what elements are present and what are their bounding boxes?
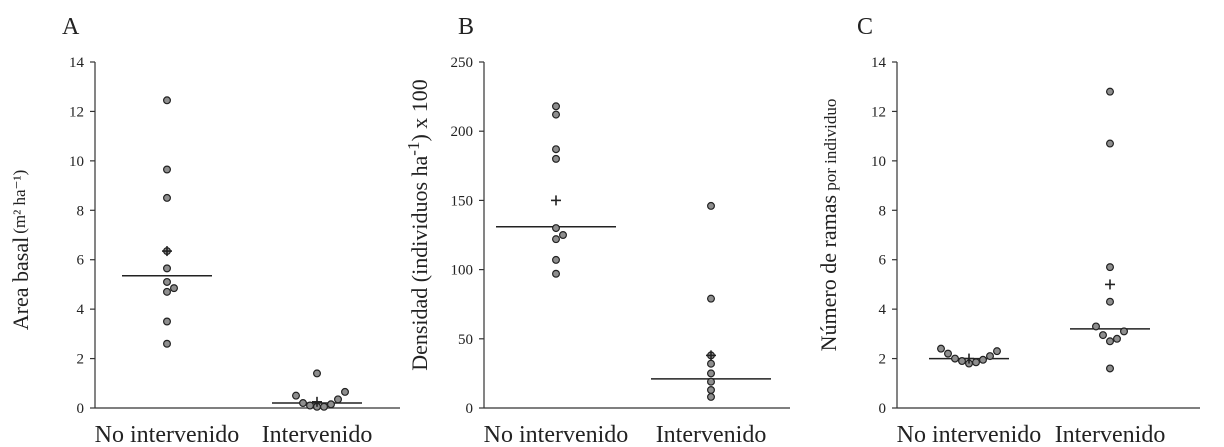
panel-label-c: C xyxy=(857,14,873,40)
data-point xyxy=(706,359,715,368)
data-point xyxy=(163,339,172,348)
data-point xyxy=(551,255,560,264)
y-tick-label: 4 xyxy=(879,302,887,318)
data-point xyxy=(936,344,945,353)
data-point xyxy=(706,386,715,395)
panel-label-a: A xyxy=(62,14,80,40)
data-point xyxy=(327,400,336,409)
data-point xyxy=(320,402,329,411)
data-point xyxy=(706,294,715,303)
data-point xyxy=(957,357,966,366)
data-point xyxy=(551,269,560,278)
data-point xyxy=(313,369,322,378)
data-point xyxy=(551,235,560,244)
x-category-label: No intervenido xyxy=(95,422,240,447)
y-tick-label: 250 xyxy=(451,55,474,71)
y-tick-label: 14 xyxy=(69,55,85,71)
data-point xyxy=(1098,331,1107,340)
data-point xyxy=(1105,297,1114,306)
y-tick-label: 12 xyxy=(871,104,886,120)
data-point xyxy=(551,102,560,111)
panel-c: C Número de ramas por individuo 0 2 4 6 8 10 1… xyxy=(816,14,1200,447)
data-point xyxy=(706,201,715,210)
y-axis-label-c: Número de ramas por individuo xyxy=(816,99,841,352)
y-tick-label: 200 xyxy=(451,124,474,140)
data-point xyxy=(1112,334,1121,343)
y-tick-label: 50 xyxy=(458,332,473,348)
y-tick-label: 0 xyxy=(77,401,85,417)
data-point xyxy=(1105,337,1114,346)
data-point xyxy=(551,145,560,154)
data-point xyxy=(985,352,994,361)
y-axis-label-a: Area basal(m² ha⁻¹) xyxy=(8,170,33,330)
data-point xyxy=(971,358,980,367)
y-tick-label: 14 xyxy=(871,55,887,71)
data-point xyxy=(706,377,715,386)
data-point xyxy=(558,231,567,240)
data-point xyxy=(551,224,560,233)
data-point xyxy=(551,154,560,163)
data-point xyxy=(706,369,715,378)
data-point xyxy=(1091,322,1100,331)
panel-label-b: B xyxy=(458,14,474,40)
data-point xyxy=(163,193,172,202)
y-tick-label: 8 xyxy=(879,203,887,219)
data-point xyxy=(292,391,301,400)
data-point xyxy=(306,401,315,410)
data-point xyxy=(299,399,308,408)
y-tick-label: 10 xyxy=(69,154,84,170)
data-point xyxy=(334,395,343,404)
y-tick-label: 2 xyxy=(879,352,887,368)
y-tick-label: 6 xyxy=(77,253,85,269)
data-point xyxy=(943,349,952,358)
y-tick-label: 150 xyxy=(451,193,474,209)
data-point xyxy=(170,284,179,293)
x-category-label: No intervenido xyxy=(484,422,629,447)
data-point xyxy=(163,287,172,296)
y-tick-label: 8 xyxy=(77,203,85,219)
data-point xyxy=(706,392,715,401)
y-tick-label: 0 xyxy=(466,401,474,417)
y-tick-label: 12 xyxy=(69,104,84,120)
y-tick-label: 2 xyxy=(77,352,85,368)
data-point xyxy=(1105,263,1114,272)
panel-a: A Area basal(m² ha⁻¹) 0 2 4 6 8 10 12 14 No inte… xyxy=(8,14,400,447)
data-point xyxy=(163,317,172,326)
y-tick-label: 100 xyxy=(451,263,474,279)
x-category-label: Intervenido xyxy=(262,422,373,447)
data-point xyxy=(1105,139,1114,148)
data-point xyxy=(992,347,1001,356)
data-point xyxy=(163,96,172,105)
data-point xyxy=(163,277,172,286)
data-point xyxy=(950,354,959,363)
x-category-label: No intervenido xyxy=(897,422,1042,447)
data-point xyxy=(163,264,172,273)
data-point xyxy=(1119,327,1128,336)
data-point xyxy=(551,110,560,119)
data-point xyxy=(1105,364,1114,373)
data-point xyxy=(163,165,172,174)
data-point xyxy=(1105,87,1114,96)
y-tick-label: 10 xyxy=(871,154,886,170)
panel-b: B Densidad (individuos ha-1) x 100 0 50 10… xyxy=(404,14,790,447)
x-category-label: Intervenido xyxy=(656,422,767,447)
x-category-label: Intervenido xyxy=(1055,422,1166,447)
data-point xyxy=(341,387,350,396)
data-point xyxy=(978,355,987,364)
y-tick-label: 0 xyxy=(879,401,887,417)
y-axis-label-b: Densidad (individuos ha-1) x 100 xyxy=(404,79,432,371)
y-tick-label: 4 xyxy=(77,302,85,318)
y-tick-label: 6 xyxy=(879,253,887,269)
